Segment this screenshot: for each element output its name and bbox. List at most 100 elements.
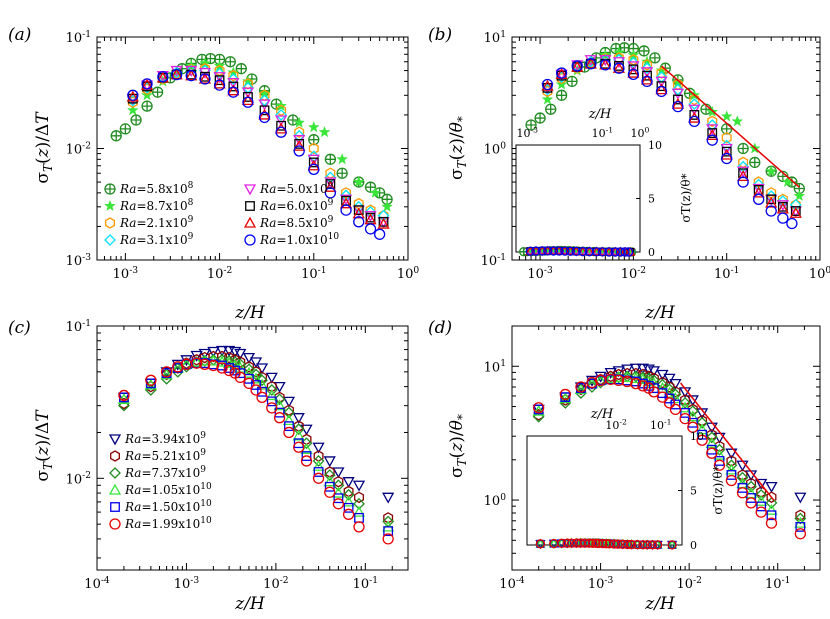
data-point — [160, 368, 173, 380]
data-point — [598, 538, 608, 549]
data-point — [534, 112, 546, 124]
data-point — [731, 115, 744, 127]
data-point — [535, 539, 546, 549]
legend-entry: Ra=1.05x1010 — [108, 482, 212, 497]
data-point — [294, 138, 305, 149]
series-circle — [127, 68, 386, 240]
data-point — [613, 539, 623, 549]
data-point — [686, 410, 699, 422]
data-point — [312, 442, 325, 454]
marker-cross — [556, 90, 567, 101]
data-point — [755, 478, 768, 490]
data-point — [689, 93, 700, 106]
panel-label: (a) — [8, 25, 31, 45]
data-point — [664, 381, 675, 393]
data-point — [339, 194, 353, 206]
series-circleplus — [110, 52, 393, 205]
data-point — [680, 394, 691, 406]
data-point — [227, 86, 239, 98]
data-point — [110, 130, 122, 142]
data-point — [786, 217, 798, 230]
legend-marker — [108, 434, 122, 446]
data-point — [656, 391, 669, 403]
data-point — [228, 359, 242, 371]
data-point — [776, 195, 789, 208]
data-point — [706, 447, 718, 459]
marker-cross — [591, 52, 602, 63]
data-point — [160, 366, 173, 378]
data-point — [736, 471, 749, 484]
data-point — [721, 146, 732, 157]
data-point — [160, 367, 173, 379]
data-point — [612, 61, 626, 73]
data-point — [737, 170, 750, 182]
panel-c: 10-4 10-3 10-2 10-1 10-2 10-1 Ra=3.94x109 Ra=5.… — [8, 318, 409, 614]
data-point — [566, 538, 577, 548]
data-point — [235, 356, 246, 368]
data-point — [766, 510, 777, 521]
data-point — [548, 246, 559, 256]
legend-label: Ra=1.99x1010 — [124, 516, 212, 531]
data-point — [198, 72, 212, 84]
x-tick-label: 10-1 — [353, 576, 378, 592]
data-point — [242, 78, 253, 90]
data-point — [766, 491, 777, 503]
data-point — [273, 412, 286, 424]
data-point — [249, 357, 263, 369]
data-point — [591, 538, 601, 549]
marker-cross — [649, 52, 660, 63]
data-point — [745, 480, 757, 493]
data-point — [324, 180, 337, 192]
data-point — [610, 247, 620, 257]
data-point — [559, 388, 571, 401]
marker-cross — [152, 87, 163, 98]
data-point — [671, 97, 685, 109]
data-point — [324, 177, 337, 189]
marker-cross — [225, 56, 236, 67]
data-point — [620, 247, 630, 257]
legend-marker — [243, 216, 257, 228]
data-point — [638, 540, 648, 550]
data-point — [656, 81, 667, 92]
y-axis-label: σT(z)/θ* — [447, 116, 469, 180]
inset-x-tick-label: 10-1 — [592, 126, 614, 140]
data-point — [575, 381, 587, 393]
data-point — [323, 469, 336, 481]
data-point — [562, 538, 572, 548]
data-point — [655, 85, 668, 98]
inset-b: 10-3 10-1 100 0 5 10 z/H σT(z)/θ* — [515, 107, 693, 259]
data-point — [584, 55, 597, 67]
data-point — [207, 346, 220, 358]
data-point — [626, 539, 637, 550]
data-point — [258, 111, 271, 124]
data-point — [679, 401, 692, 413]
data-point — [560, 246, 570, 256]
data-point — [342, 488, 355, 501]
data-point — [242, 366, 256, 378]
data-point — [275, 109, 288, 121]
data-point — [235, 368, 246, 379]
data-point — [332, 479, 345, 492]
legend-label: Ra=1.05x1010 — [124, 482, 212, 497]
data-point — [629, 370, 642, 383]
data-point — [746, 493, 756, 503]
data-point — [126, 104, 139, 116]
data-point — [227, 73, 240, 85]
data-point — [292, 423, 305, 436]
data-point — [574, 383, 588, 395]
data-point — [765, 517, 778, 529]
marker-cross — [535, 113, 546, 124]
data-point — [353, 197, 364, 210]
data-point — [640, 73, 654, 85]
data-point — [713, 459, 726, 471]
data-point — [256, 391, 268, 404]
legend-entry: Ra=6.0x109 — [245, 198, 334, 213]
data-point — [679, 412, 691, 425]
y-tick-label: 10-1 — [66, 319, 91, 335]
data-point — [324, 187, 337, 199]
panel-d: 10-4 10-3 10-2 10-1 100 101 10-2 10-1 0 5 10 z/H σT(… — [428, 318, 821, 614]
data-point — [258, 108, 271, 120]
axes-frame — [511, 325, 821, 571]
data-point — [586, 376, 598, 389]
data-point — [585, 375, 599, 387]
